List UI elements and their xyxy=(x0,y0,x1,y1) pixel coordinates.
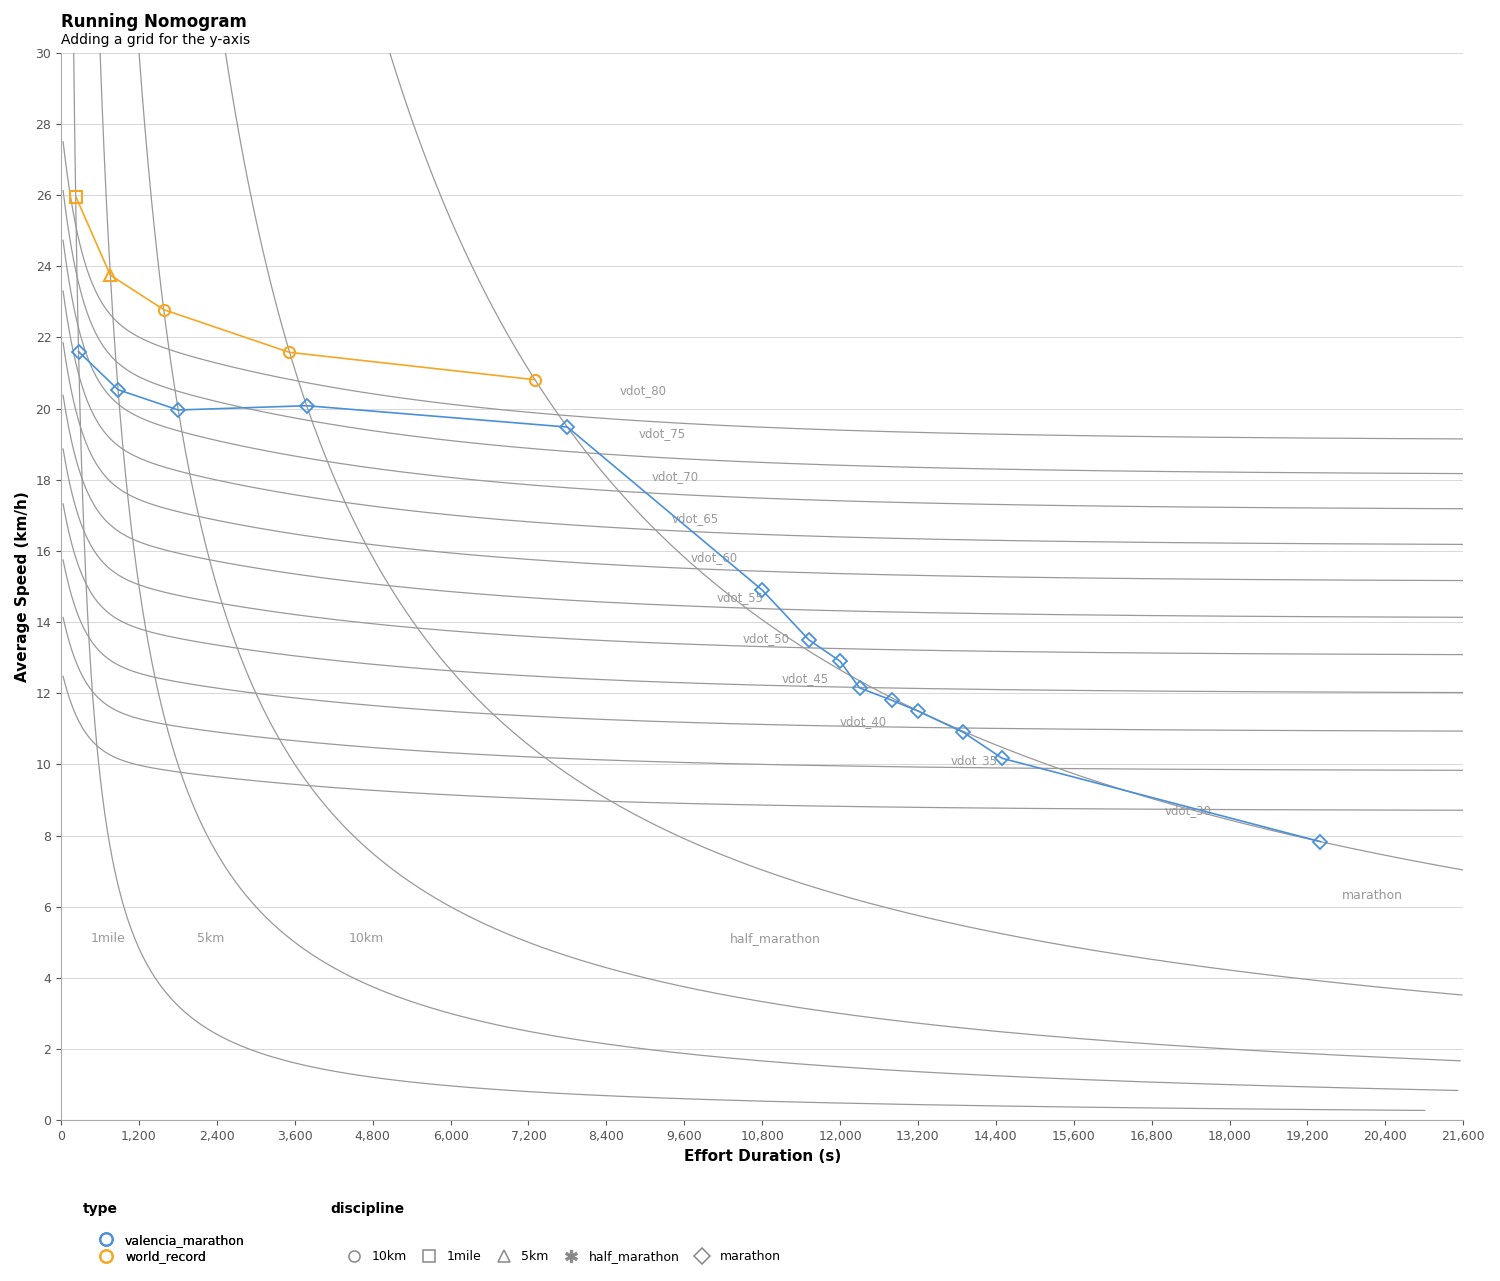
Text: type: type xyxy=(82,1202,117,1216)
Text: vdot_60: vdot_60 xyxy=(692,552,738,565)
Y-axis label: Average Speed (km/h): Average Speed (km/h) xyxy=(15,491,30,681)
Legend: valencia_marathon, world_record: valencia_marathon, world_record xyxy=(88,1228,249,1268)
Text: vdot_80: vdot_80 xyxy=(620,384,666,397)
Text: vdot_55: vdot_55 xyxy=(717,591,764,603)
Text: 10km: 10km xyxy=(348,931,384,944)
Text: vdot_35: vdot_35 xyxy=(951,755,998,767)
Text: vdot_50: vdot_50 xyxy=(742,632,789,644)
Text: vdot_40: vdot_40 xyxy=(840,715,886,728)
Text: Running Nomogram: Running Nomogram xyxy=(62,13,248,31)
X-axis label: Effort Duration (s): Effort Duration (s) xyxy=(684,1149,842,1163)
Text: Adding a grid for the y-axis: Adding a grid for the y-axis xyxy=(62,33,250,47)
Text: marathon: marathon xyxy=(1342,889,1402,902)
Text: half_marathon: half_marathon xyxy=(729,931,821,944)
Text: 5km: 5km xyxy=(196,931,223,944)
Text: vdot_45: vdot_45 xyxy=(782,673,830,685)
Text: vdot_65: vdot_65 xyxy=(672,512,718,525)
Text: vdot_70: vdot_70 xyxy=(652,470,699,483)
Legend: 10km, 1mile, 5km, half_marathon, marathon: 10km, 1mile, 5km, half_marathon, maratho… xyxy=(336,1245,786,1268)
Text: 1mile: 1mile xyxy=(92,931,126,944)
Text: vdot_75: vdot_75 xyxy=(639,427,686,439)
Text: vdot_30: vdot_30 xyxy=(1164,804,1212,817)
Text: discipline: discipline xyxy=(330,1202,404,1216)
